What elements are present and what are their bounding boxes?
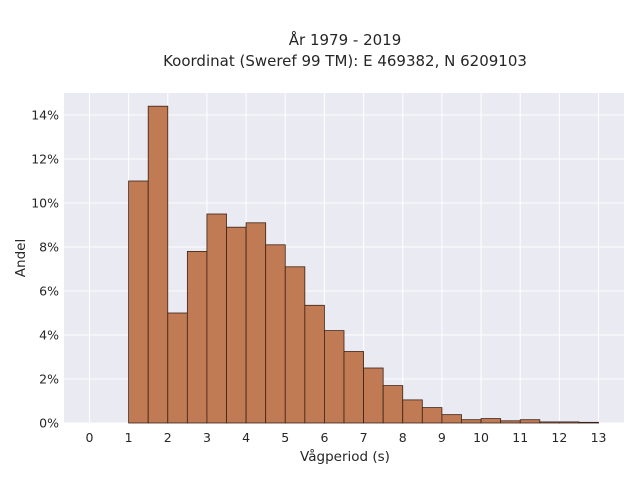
x-tick-label: 4 <box>242 430 250 445</box>
x-tick-label: 7 <box>360 430 368 445</box>
y-tick-label: 8% <box>39 240 59 255</box>
x-tick-label: 3 <box>203 430 211 445</box>
histogram-bar <box>167 312 188 424</box>
x-axis-label: Vågperiod (s) <box>300 448 390 465</box>
histogram-bar <box>147 105 169 424</box>
histogram-bar <box>421 407 443 424</box>
x-tick-label: 10 <box>473 430 489 445</box>
x-tick-label: 12 <box>551 430 567 445</box>
histogram-bar <box>402 399 423 424</box>
x-axis-ticks: 0 1 2 3 4 5 6 7 8 9 10 11 12 13 <box>85 430 606 445</box>
x-tick-label: 8 <box>399 430 407 445</box>
x-tick-label: 11 <box>512 430 528 445</box>
histogram-bar <box>343 351 364 424</box>
histogram-bar <box>265 244 286 424</box>
y-tick-label: 0% <box>39 416 59 431</box>
chart-title-line2: Koordinat (Sweref 99 TM): E 469382, N 62… <box>163 52 527 70</box>
histogram-bar <box>578 421 599 424</box>
histogram-bar <box>480 418 502 424</box>
histogram-bar <box>304 304 325 424</box>
histogram-bar <box>186 250 208 424</box>
histogram-bar <box>128 180 149 424</box>
x-tick-label: 5 <box>281 430 289 445</box>
histogram-bar <box>539 421 560 424</box>
x-tick-label: 6 <box>320 430 328 445</box>
histogram-bar <box>519 419 541 424</box>
histogram-bar <box>441 414 462 424</box>
y-axis-ticks: 0% 2% 4% 6% 8% 10% 12% 14% <box>31 108 59 431</box>
y-tick-label: 4% <box>39 328 59 343</box>
x-tick-label: 13 <box>591 430 607 445</box>
x-tick-label: 9 <box>438 430 446 445</box>
histogram-bars <box>128 105 599 424</box>
histogram-bar <box>558 421 580 424</box>
x-tick-label: 2 <box>164 430 172 445</box>
y-tick-label: 2% <box>39 372 59 387</box>
y-tick-label: 14% <box>31 108 59 123</box>
histogram-bar <box>226 226 247 424</box>
y-tick-label: 6% <box>39 284 59 299</box>
histogram-bar <box>206 213 227 424</box>
histogram-bar <box>324 330 345 424</box>
x-tick-label: 0 <box>85 430 93 445</box>
histogram-bar <box>461 419 482 424</box>
histogram-bar <box>284 266 306 424</box>
x-tick-label: 1 <box>125 430 133 445</box>
y-axis-label: Andel <box>13 239 29 277</box>
histogram-bar <box>245 222 267 424</box>
histogram-bar <box>363 367 384 424</box>
histogram-bar <box>382 385 404 424</box>
chart-title-line1: År 1979 - 2019 <box>289 30 402 49</box>
y-tick-label: 10% <box>31 196 59 211</box>
histogram-bar <box>500 420 521 424</box>
y-tick-label: 12% <box>31 152 59 167</box>
